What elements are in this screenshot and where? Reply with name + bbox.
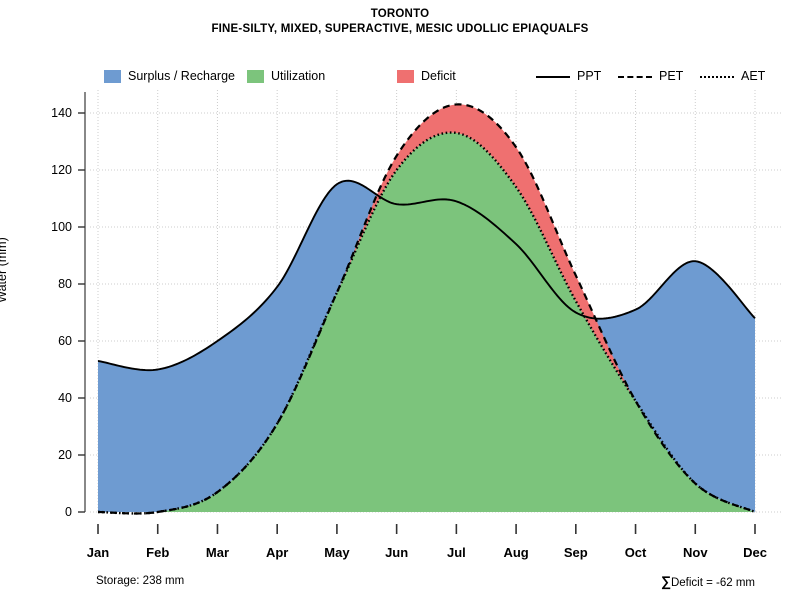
legend-label-pet: PET <box>659 69 684 83</box>
solid-line-icon <box>536 70 570 83</box>
x-tick-label: Jul <box>446 545 466 560</box>
dashed-line-icon <box>618 70 652 83</box>
legend-label-utilization: Utilization <box>271 69 326 83</box>
legend-label-ppt: PPT <box>577 69 602 83</box>
legend-label-aet: AET <box>741 69 766 83</box>
surplus-recharge-area <box>585 261 755 512</box>
legend-item-surplus[interactable]: Surplus / Recharge <box>104 67 235 85</box>
legend-item-pet[interactable]: PET <box>618 67 683 85</box>
surplus-recharge-area <box>98 180 379 513</box>
y-tick-label: 140 <box>51 106 72 120</box>
surplus-swatch-icon <box>104 69 121 83</box>
y-tick-label: 60 <box>58 334 72 348</box>
y-tick-label: 120 <box>51 163 72 177</box>
legend-item-utilization[interactable]: Utilization <box>247 67 325 85</box>
chart-subtitle: FINE-SILTY, MIXED, SUPERACTIVE, MESIC UD… <box>211 23 589 35</box>
x-tick-label: Jun <box>385 545 409 560</box>
y-tick-label: 80 <box>58 277 72 291</box>
sigma-icon: ∑ <box>660 573 671 589</box>
x-tick-label: Sep <box>563 545 588 560</box>
dotted-line-icon <box>700 70 734 83</box>
legend-label-surplus: Surplus / Recharge <box>128 69 236 83</box>
chart-title-block: TORONTO FINE-SILTY, MIXED, SUPERACTIVE, … <box>0 7 800 37</box>
aet-curve <box>97 131 756 515</box>
utilization-swatch-icon <box>247 69 264 83</box>
utilization-area <box>160 132 754 512</box>
y-tick-label: 100 <box>51 220 72 234</box>
y-tick-label: 40 <box>58 391 72 405</box>
y-tick-label: 20 <box>58 448 72 462</box>
legend-item-ppt[interactable]: PPT <box>536 67 601 85</box>
x-tick-label: Dec <box>743 545 767 560</box>
x-tick-label: Oct <box>624 545 647 560</box>
deficit-annotation: ∑Deficit = -62 mm <box>661 573 755 589</box>
pet-curve <box>97 103 756 515</box>
page-title: TORONTO <box>370 8 430 20</box>
x-tick-label: May <box>324 545 350 560</box>
deficit-annotation-text: Deficit = -62 mm <box>670 577 755 589</box>
legend-item-aet[interactable]: AET <box>700 67 765 85</box>
x-tick-label: Jan <box>86 545 110 560</box>
x-tick-label: Aug <box>503 545 529 560</box>
legend-item-deficit[interactable]: Deficit <box>397 67 456 85</box>
chart-legend: Surplus / Recharge Utilization Deficit P… <box>0 67 800 85</box>
x-tick-label: Nov <box>682 545 708 560</box>
x-tick-label: Apr <box>265 545 289 560</box>
x-tick-label: Mar <box>205 545 230 560</box>
legend-label-deficit: Deficit <box>421 69 456 83</box>
y-tick-label: 0 <box>65 505 72 519</box>
x-tick-label: Feb <box>146 545 170 560</box>
deficit-swatch-icon <box>397 69 414 83</box>
storage-annotation: Storage: 238 mm <box>96 575 185 587</box>
ppt-curve <box>97 179 756 372</box>
